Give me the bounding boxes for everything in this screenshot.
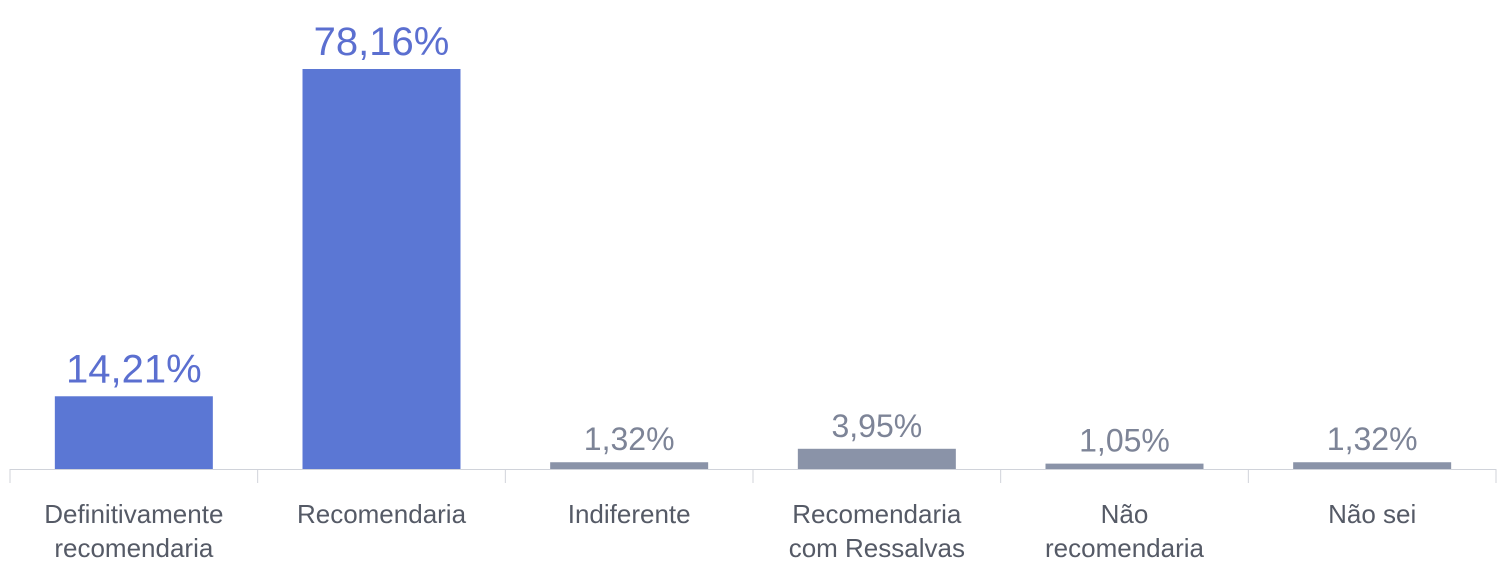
value-label: 1,32% (1327, 421, 1418, 457)
bar (1045, 463, 1204, 469)
value-label: 14,21% (66, 347, 202, 391)
bar (550, 462, 709, 469)
x-tick-label: Indiferente (567, 499, 691, 529)
x-tick-label: Recomendaria com Ressalvas (788, 499, 965, 563)
x-tick-label: Não sei (1328, 499, 1417, 529)
x-tick-label: Não recomendaria (1045, 499, 1204, 563)
x-tick-label: Definitivamente recomendaria (44, 499, 224, 563)
value-label: 1,05% (1079, 423, 1170, 459)
value-label: 3,95% (831, 408, 922, 444)
bar (797, 448, 956, 469)
bar (1293, 462, 1452, 469)
bar (302, 69, 461, 469)
value-label: 1,32% (584, 421, 675, 457)
bar (54, 396, 213, 469)
x-tick-label: Recomendaria (296, 499, 467, 529)
value-label: 78,16% (314, 20, 450, 64)
